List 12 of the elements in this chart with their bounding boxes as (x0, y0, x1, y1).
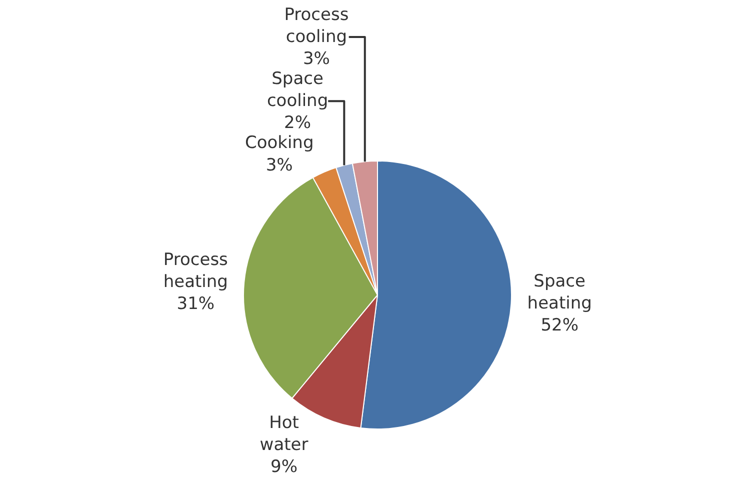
data-label: 9% (270, 457, 298, 478)
data-label: 31% (176, 294, 215, 314)
slice-label: Cooking (244, 133, 314, 154)
slice-label: Space cooling (266, 69, 328, 112)
slice-label: Process heating (163, 250, 228, 292)
data-label: 3% (302, 49, 330, 70)
data-label: 3% (266, 155, 293, 176)
data-label: 52% (540, 316, 578, 336)
slice-label: Process cooling (284, 4, 349, 47)
data-label: 2% (284, 113, 312, 134)
slice-label: Space heating (527, 271, 592, 314)
slice-label: Hot water (260, 412, 308, 456)
